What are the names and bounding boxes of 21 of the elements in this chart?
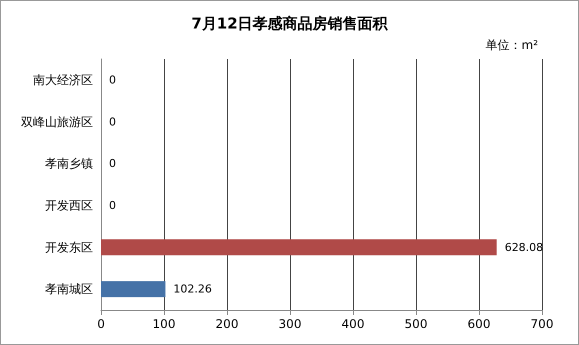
x-tick-label: 200	[216, 317, 238, 331]
x-tick-label: 500	[404, 317, 428, 331]
y-tick-label: 双峰山旅游区	[21, 114, 93, 129]
x-tick-label: 0	[97, 317, 105, 331]
y-tick-label: 开发西区	[45, 198, 93, 212]
x-tick-label: 300	[278, 317, 302, 331]
y-tick-label: 开发东区	[45, 240, 93, 254]
data-label: 0	[109, 157, 116, 170]
x-tick-label: 700	[530, 317, 554, 331]
data-label: 0	[109, 115, 116, 128]
chart-title: 7月12日孝感商品房销售面积	[191, 14, 389, 32]
x-tick-label: 600	[468, 317, 490, 331]
y-tick-label: 南大经济区	[33, 72, 93, 87]
y-tick-label: 孝南乡镇	[45, 156, 93, 171]
y-tick-label: 孝南城区	[45, 282, 93, 296]
x-tick-label: 400	[342, 317, 364, 331]
data-label: 102.26	[173, 282, 212, 296]
data-label: 0	[109, 73, 116, 86]
data-label: 0	[109, 198, 116, 212]
text: 单位：m²	[486, 38, 538, 52]
x-tick-label: 100	[152, 317, 176, 331]
